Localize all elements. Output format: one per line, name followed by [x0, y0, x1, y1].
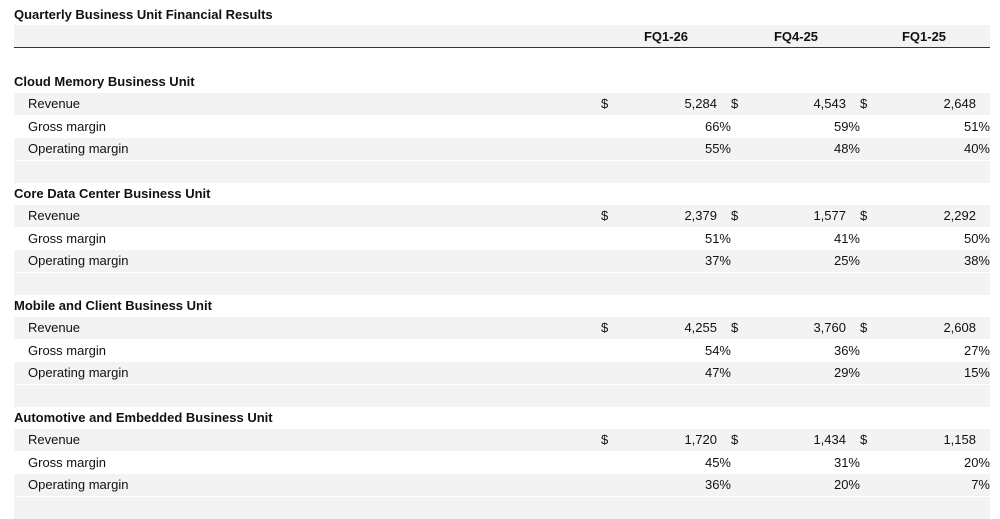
table-cell-value: 51% [963, 118, 990, 134]
business-unit-header: Automotive and Embedded Business Unit [14, 407, 990, 429]
table-row: Operating margin 55% 48% 40% [14, 138, 990, 161]
table-cell-value: 15% [963, 365, 990, 381]
section-spacer [14, 384, 990, 407]
table-cell-value: 4,255 [684, 320, 717, 336]
table-cell-value: 2,292 [943, 208, 976, 224]
table-cell-value: 4,543 [813, 96, 846, 112]
row-label: Gross margin [28, 118, 107, 134]
table-cell-value: 2,648 [943, 96, 976, 112]
table-cell-value: 2,608 [943, 320, 976, 336]
business-unit-name: Mobile and Client Business Unit [14, 298, 212, 313]
table-cell-value: 40% [963, 141, 990, 157]
currency-symbol: $ [860, 208, 868, 224]
table-cell-value: 36% [704, 477, 731, 493]
currency-symbol: $ [860, 320, 868, 336]
table-cell-value: 31% [833, 454, 860, 470]
table-cell-value: 1,158 [943, 432, 976, 448]
table-cell-value: 66% [704, 118, 731, 134]
table-cell-value: 54% [704, 342, 731, 358]
currency-symbol: $ [601, 208, 609, 224]
table-row: Revenue $2,379 $1,577 $2,292 [14, 205, 990, 228]
table-cell-value: 1,434 [813, 432, 846, 448]
row-label: Revenue [28, 320, 81, 336]
table-title: Quarterly Business Unit Financial Result… [14, 7, 273, 22]
currency-symbol: $ [601, 432, 609, 448]
table-cell-value: 20% [833, 477, 860, 493]
section-spacer [14, 272, 990, 295]
row-label: Gross margin [28, 230, 107, 246]
table-cell-value: 29% [833, 365, 860, 381]
table-row: Operating margin 36% 20% 7% [14, 474, 990, 497]
currency-symbol: $ [731, 432, 739, 448]
row-label: Revenue [28, 96, 81, 112]
table-row: Operating margin 47% 29% 15% [14, 362, 990, 385]
currency-symbol: $ [731, 320, 739, 336]
table-cell-value: 38% [963, 253, 990, 269]
table-cell-value: 2,379 [684, 208, 717, 224]
table-row: Revenue $1,720 $1,434 $1,158 [14, 429, 990, 452]
table-cell-value: 55% [704, 141, 731, 157]
table-cell-value: 47% [704, 365, 731, 381]
business-unit-header: Cloud Memory Business Unit [14, 71, 990, 93]
table-row: Operating margin 37% 25% 38% [14, 250, 990, 273]
table-cell-value: 59% [833, 118, 860, 134]
table-cell-value: 36% [833, 342, 860, 358]
column-header-band [14, 25, 990, 48]
table-cell-value: 1,577 [813, 208, 846, 224]
row-label: Operating margin [28, 141, 129, 157]
table-row: Gross margin 45% 31% 20% [14, 452, 990, 474]
table-cell-value: 37% [704, 253, 731, 269]
currency-symbol: $ [731, 96, 739, 112]
table-cell-value: 20% [963, 454, 990, 470]
table-cell-value: 51% [704, 230, 731, 246]
table-cell-value: 41% [833, 230, 860, 246]
table-cell-value: 27% [963, 342, 990, 358]
table-cell-value: 3,760 [813, 320, 846, 336]
currency-symbol: $ [731, 208, 739, 224]
row-label: Operating margin [28, 365, 129, 381]
business-unit-name: Automotive and Embedded Business Unit [14, 410, 273, 425]
row-label: Gross margin [28, 342, 107, 358]
table-cell-value: 7% [971, 477, 990, 493]
currency-symbol: $ [860, 96, 868, 112]
business-unit-name: Cloud Memory Business Unit [14, 74, 195, 89]
table-cell-value: 45% [704, 454, 731, 470]
section-spacer [14, 160, 990, 183]
table-row: Revenue $4,255 $3,760 $2,608 [14, 317, 990, 340]
column-header-fq4-25: FQ4-25 [773, 29, 819, 44]
column-header-fq1-26: FQ1-26 [643, 29, 689, 44]
table-cell-value: 48% [833, 141, 860, 157]
row-label: Operating margin [28, 253, 129, 269]
column-header-fq1-25: FQ1-25 [901, 29, 947, 44]
row-label: Operating margin [28, 477, 129, 493]
row-label: Gross margin [28, 454, 107, 470]
table-row: Revenue $5,284 $4,543 $2,648 [14, 93, 990, 116]
currency-symbol: $ [601, 320, 609, 336]
row-label: Revenue [28, 208, 81, 224]
row-label: Revenue [28, 432, 81, 448]
business-unit-name: Core Data Center Business Unit [14, 186, 211, 201]
table-cell-value: 5,284 [684, 96, 717, 112]
table-row: Gross margin 54% 36% 27% [14, 340, 990, 362]
business-unit-header: Core Data Center Business Unit [14, 183, 990, 205]
table-row: Gross margin 66% 59% 51% [14, 116, 990, 138]
table-cell-value: 50% [963, 230, 990, 246]
currency-symbol: $ [601, 96, 609, 112]
table-cell-value: 25% [833, 253, 860, 269]
table-cell-value: 1,720 [684, 432, 717, 448]
business-unit-header: Mobile and Client Business Unit [14, 295, 990, 317]
currency-symbol: $ [860, 432, 868, 448]
table-row: Gross margin 51% 41% 50% [14, 228, 990, 250]
